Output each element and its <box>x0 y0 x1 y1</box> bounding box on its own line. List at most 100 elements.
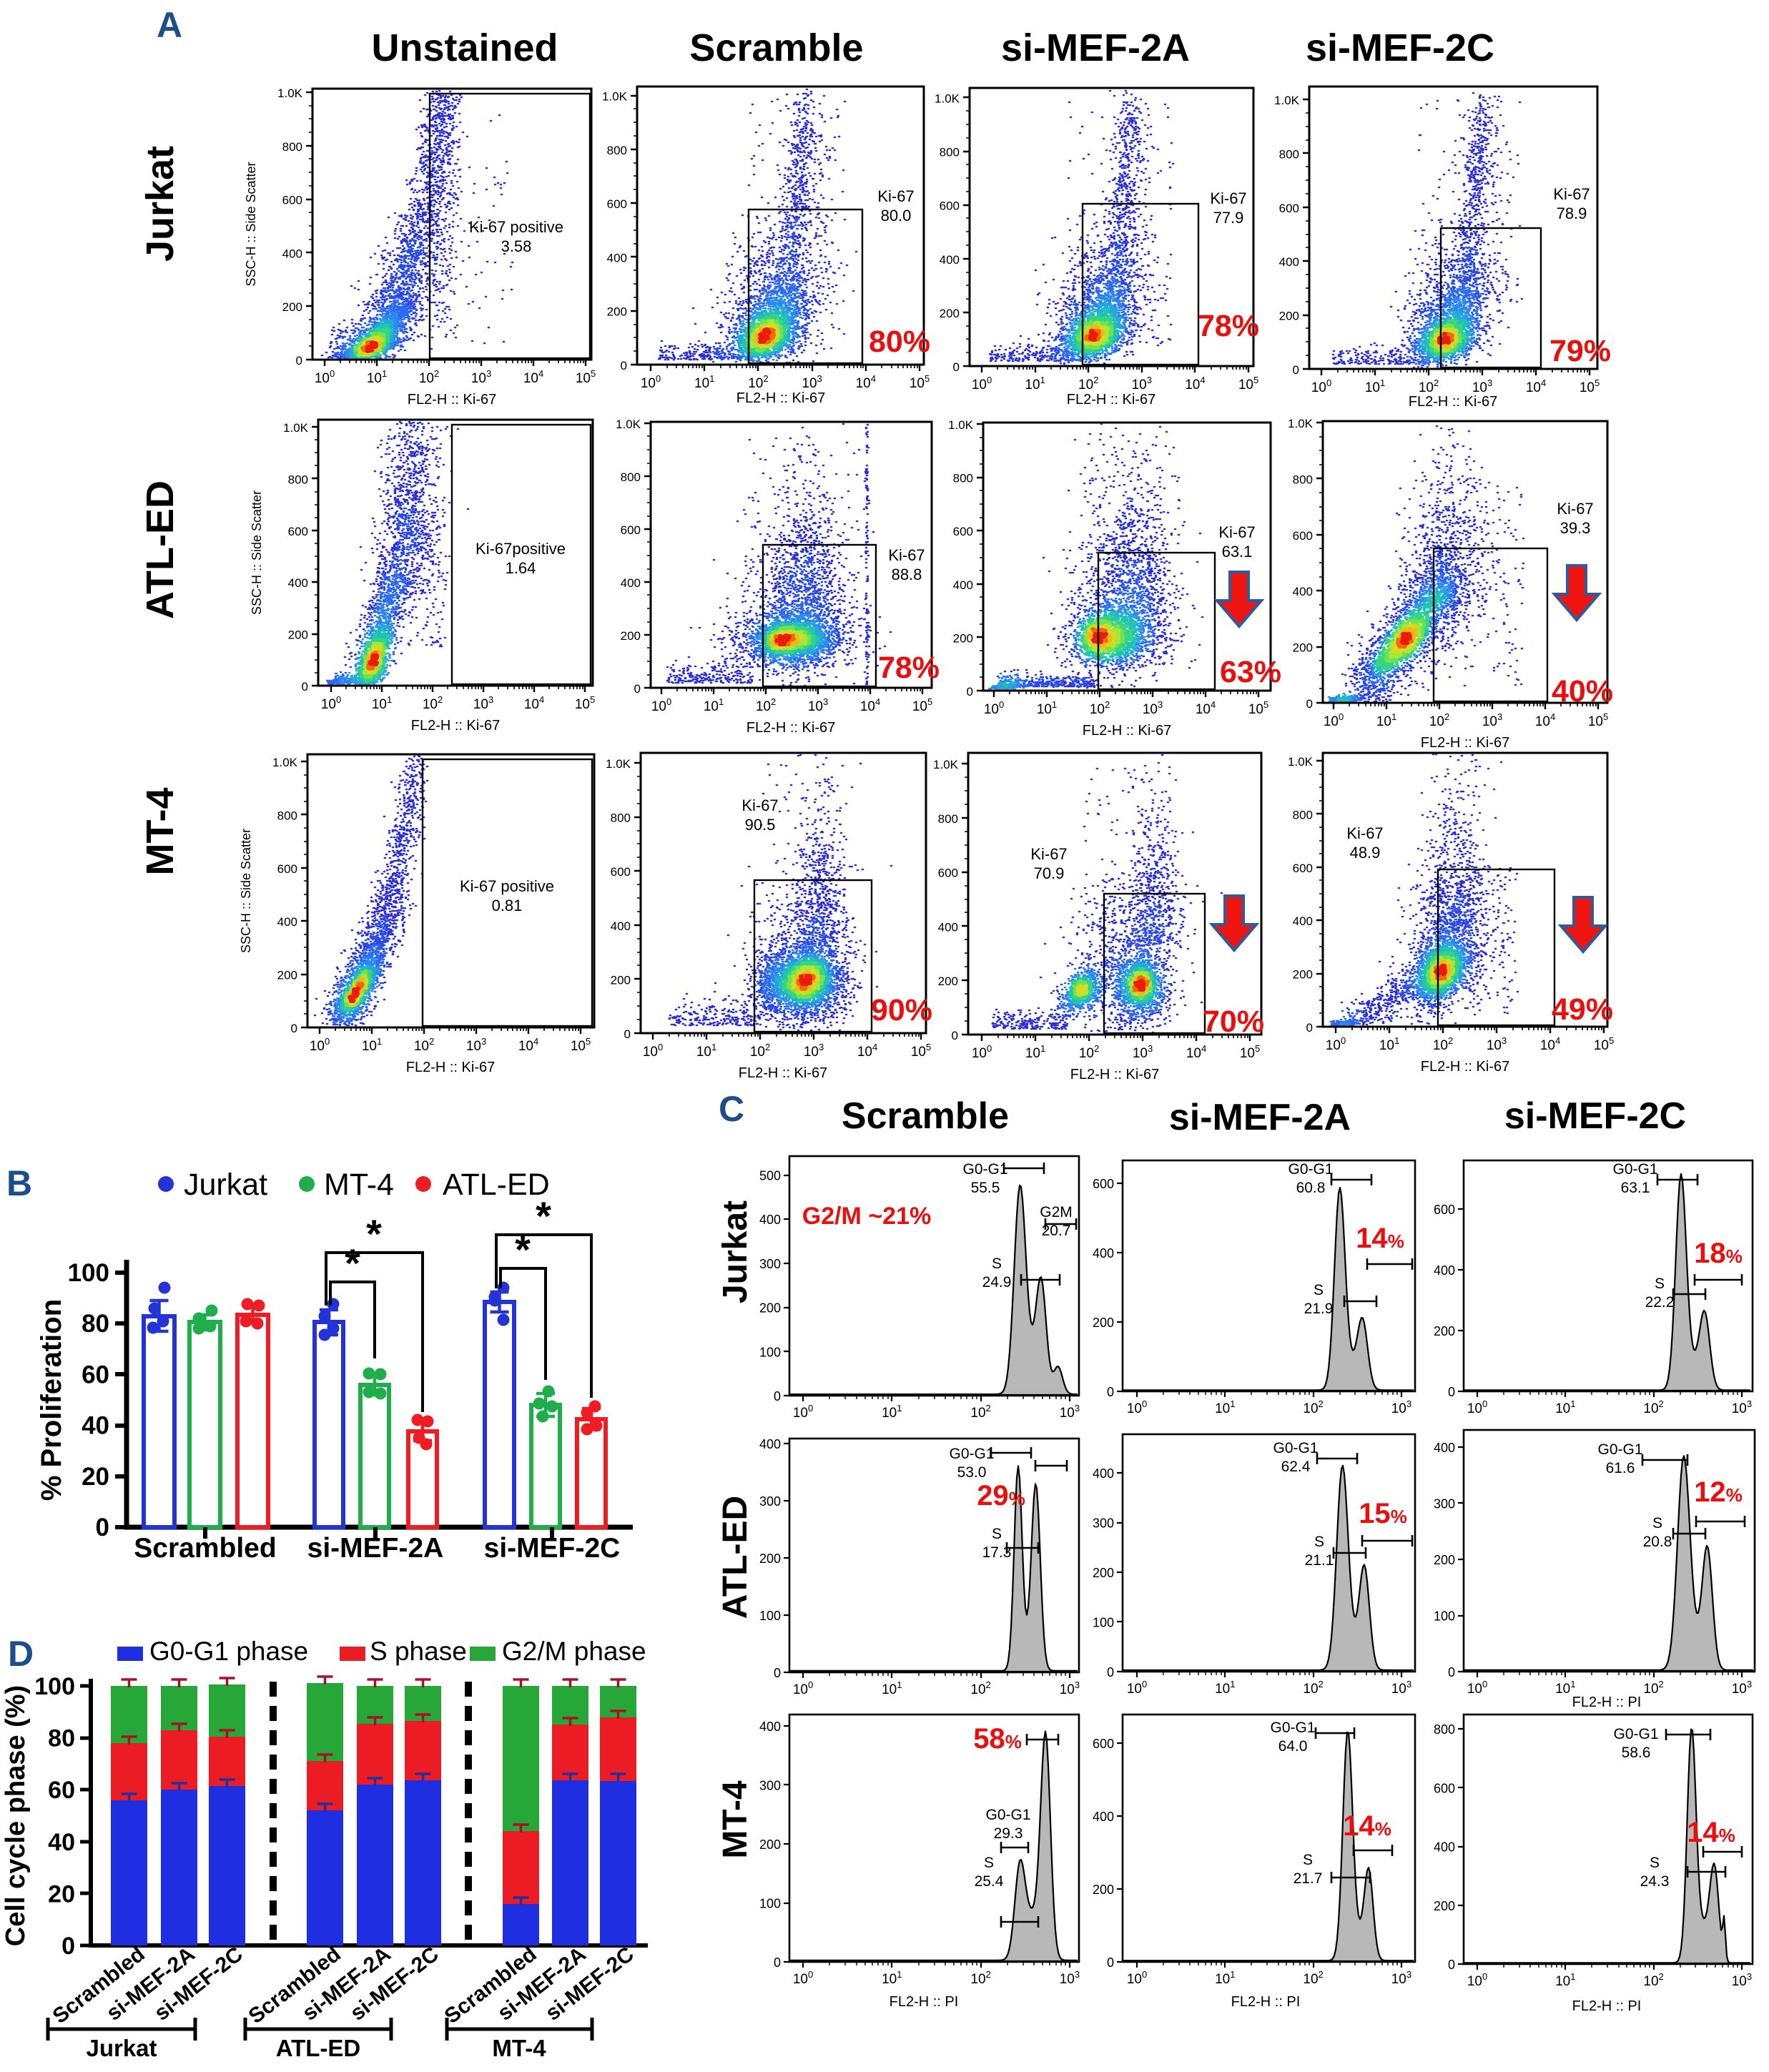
svg-text:*: * <box>345 1240 360 1286</box>
svg-text:si-MEF-2A: si-MEF-2A <box>307 1533 444 1564</box>
svg-text:200: 200 <box>1293 641 1313 655</box>
svg-text:600: 600 <box>1434 1781 1455 1795</box>
svg-text:100: 100 <box>759 1345 781 1359</box>
svg-text:39.3: 39.3 <box>1560 519 1591 537</box>
svg-text:20.7: 20.7 <box>1042 1223 1071 1239</box>
svg-text:S: S <box>984 1855 994 1871</box>
svg-text:Ki-67: Ki-67 <box>1210 189 1246 207</box>
svg-text:1.0K: 1.0K <box>606 757 631 771</box>
svg-text:80%: 80% <box>869 325 930 359</box>
svg-text:G0-G1: G0-G1 <box>985 1807 1030 1823</box>
svg-text:800: 800 <box>611 811 631 825</box>
svg-text:3.58: 3.58 <box>501 237 532 255</box>
svg-text:78%: 78% <box>878 651 940 685</box>
svg-text:63.1: 63.1 <box>1621 1180 1650 1196</box>
svg-text:0: 0 <box>967 685 973 699</box>
svg-text:600: 600 <box>1434 1203 1455 1217</box>
svg-text:FL2-H :: Ki-67: FL2-H :: Ki-67 <box>1067 392 1155 408</box>
svg-text:800: 800 <box>1434 1722 1455 1737</box>
svg-text:S: S <box>992 1255 1002 1272</box>
svg-text:40: 40 <box>82 1412 109 1440</box>
svg-text:1.64: 1.64 <box>506 559 536 577</box>
svg-text:400: 400 <box>759 1213 781 1227</box>
svg-text:200: 200 <box>1434 1899 1455 1913</box>
svg-text:G0-G1: G0-G1 <box>1613 1726 1658 1742</box>
svg-text:1.0K: 1.0K <box>616 418 641 431</box>
svg-text:200: 200 <box>611 973 631 987</box>
svg-text:D: D <box>8 1634 34 1674</box>
svg-text:400: 400 <box>1293 585 1313 598</box>
svg-text:G0-G1: G0-G1 <box>1612 1161 1657 1178</box>
svg-text:78%: 78% <box>1198 309 1259 343</box>
svg-text:24.9: 24.9 <box>982 1274 1012 1291</box>
svg-text:S: S <box>1650 1855 1660 1871</box>
svg-text:G2/M ~21%: G2/M ~21% <box>802 1203 931 1230</box>
svg-text:FL2-H :: Ki-67: FL2-H :: Ki-67 <box>739 1065 827 1081</box>
svg-text:400: 400 <box>1434 1840 1455 1855</box>
svg-text:800: 800 <box>282 140 302 154</box>
svg-text:21.1: 21.1 <box>1305 1552 1334 1569</box>
svg-text:100: 100 <box>68 1259 109 1287</box>
svg-text:25.4: 25.4 <box>975 1873 1004 1890</box>
svg-text:70.9: 70.9 <box>1034 864 1065 882</box>
svg-text:1.0K: 1.0K <box>277 87 303 100</box>
svg-text:si-MEF-2A: si-MEF-2A <box>1169 1097 1351 1138</box>
svg-text:Ki-67 positive: Ki-67 positive <box>460 877 554 895</box>
svg-text:61.6: 61.6 <box>1606 1460 1635 1476</box>
svg-text:800: 800 <box>607 144 627 157</box>
svg-text:1.0K: 1.0K <box>948 418 974 432</box>
svg-text:ATL-ED: ATL-ED <box>276 2035 361 2061</box>
svg-text:0: 0 <box>1293 363 1299 377</box>
svg-text:Cell cycle phase (%): Cell cycle phase (%) <box>1 1685 31 1946</box>
svg-text:100: 100 <box>1093 1616 1114 1630</box>
svg-text:0: 0 <box>302 680 308 694</box>
svg-text:0: 0 <box>1448 1665 1455 1679</box>
svg-text:FL2-H :: Ki-67: FL2-H :: Ki-67 <box>408 392 496 408</box>
svg-text:200: 200 <box>759 1837 781 1852</box>
svg-text:40%: 40% <box>1552 674 1613 709</box>
svg-text:600: 600 <box>1293 529 1313 543</box>
svg-text:200: 200 <box>940 307 960 320</box>
svg-text:800: 800 <box>277 809 297 822</box>
svg-text:ATL-ED: ATL-ED <box>443 1168 550 1202</box>
svg-text:Scramble: Scramble <box>689 26 863 69</box>
svg-text:600: 600 <box>1093 1177 1114 1191</box>
svg-text:17.3: 17.3 <box>982 1544 1012 1561</box>
svg-text:si-MEF-2C: si-MEF-2C <box>484 1533 621 1564</box>
svg-text:21.9: 21.9 <box>1304 1301 1334 1317</box>
svg-text:FL2-H :: Ki-67: FL2-H :: Ki-67 <box>1083 723 1171 739</box>
svg-text:FL2-H :: PI: FL2-H :: PI <box>1231 1994 1301 2010</box>
svg-text:200: 200 <box>1279 310 1299 323</box>
svg-text:Ki-67: Ki-67 <box>1030 845 1067 863</box>
svg-text:0: 0 <box>634 682 641 696</box>
svg-text:600: 600 <box>282 194 302 207</box>
svg-text:MT-4: MT-4 <box>492 2035 546 2061</box>
svg-text:600: 600 <box>288 525 308 538</box>
svg-text:G2/M phase: G2/M phase <box>502 1637 646 1666</box>
svg-text:200: 200 <box>1293 968 1313 982</box>
svg-text:0: 0 <box>1107 1665 1114 1679</box>
svg-text:80.0: 80.0 <box>881 207 912 225</box>
svg-text:S: S <box>1314 1282 1324 1298</box>
svg-text:200: 200 <box>1093 1566 1114 1580</box>
svg-text:60: 60 <box>48 1777 75 1804</box>
svg-text:600: 600 <box>607 197 627 211</box>
svg-text:400: 400 <box>611 919 631 933</box>
svg-text:24.3: 24.3 <box>1640 1873 1670 1890</box>
svg-text:63%: 63% <box>1220 655 1281 689</box>
svg-text:400: 400 <box>940 253 960 267</box>
svg-text:G0-G1: G0-G1 <box>949 1446 994 1462</box>
svg-text:600: 600 <box>953 525 973 538</box>
svg-text:21.7: 21.7 <box>1294 1870 1323 1887</box>
svg-text:B: B <box>6 1163 32 1203</box>
svg-text:G0-G1: G0-G1 <box>1288 1161 1333 1178</box>
svg-text:600: 600 <box>940 199 960 213</box>
svg-text:200: 200 <box>621 629 641 643</box>
svg-text:200: 200 <box>282 300 302 314</box>
svg-text:600: 600 <box>1093 1737 1114 1751</box>
svg-text:90%: 90% <box>871 993 932 1027</box>
svg-text:300: 300 <box>1093 1516 1114 1531</box>
svg-text:800: 800 <box>938 812 958 826</box>
svg-text:S: S <box>1652 1515 1662 1531</box>
svg-text:800: 800 <box>621 470 641 484</box>
